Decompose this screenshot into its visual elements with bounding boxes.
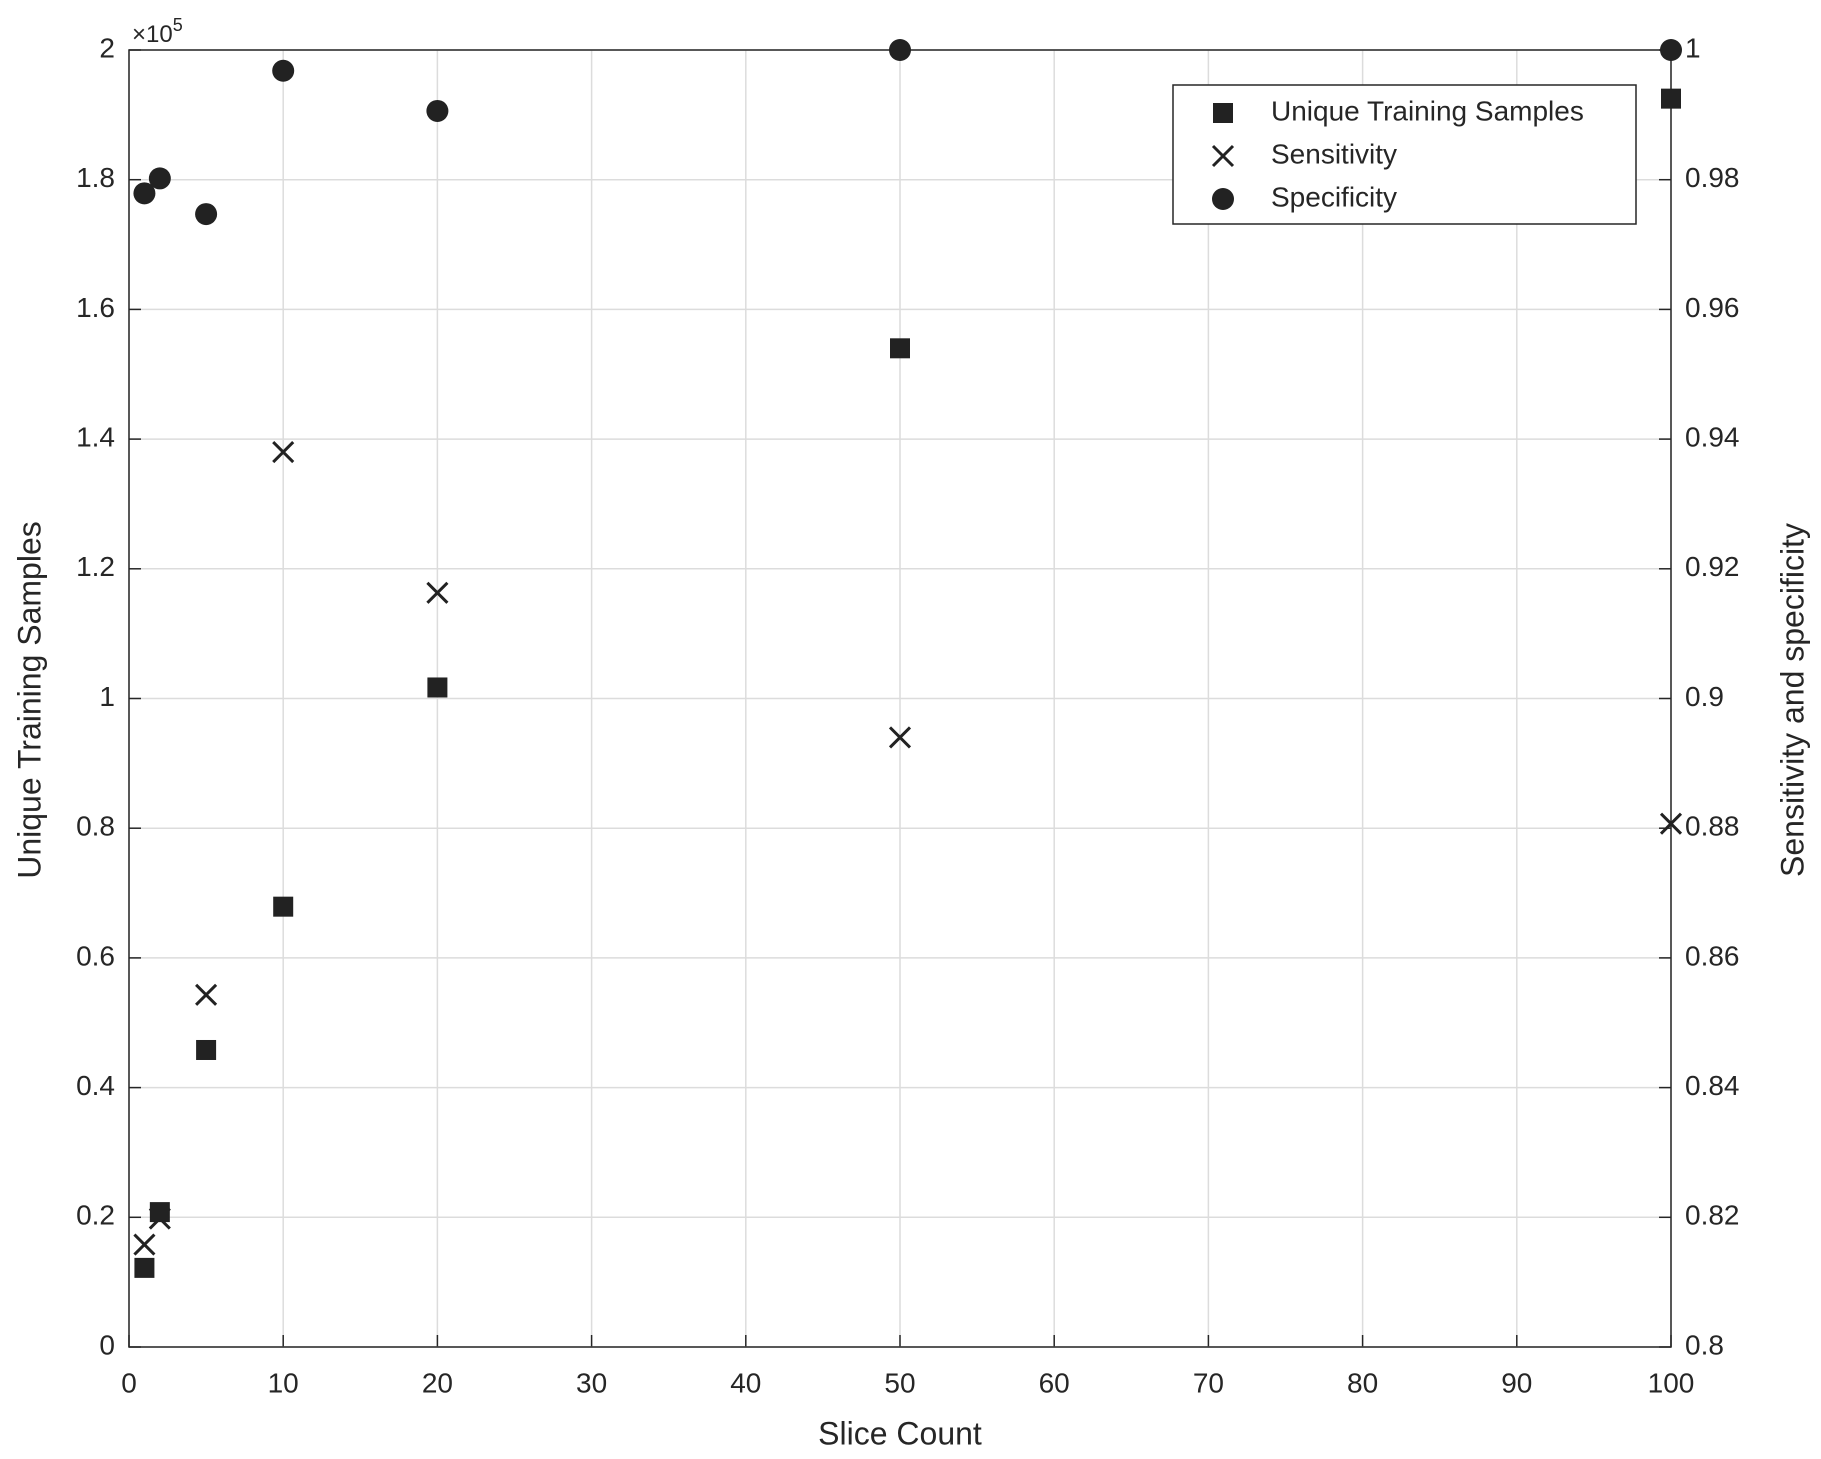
legend-box [1172,84,1637,225]
legend-label: Unique Training Samples [1271,95,1584,126]
y-exponent: ×105 [132,15,183,49]
circle-marker [272,59,295,82]
y-tick-label: 0 [99,1329,115,1360]
y-axis-label: Unique Training Samples [11,521,47,879]
x-marker [1659,812,1683,835]
exponent-power: 5 [173,15,183,35]
y2-tick-label: 0.98 [1685,162,1740,193]
x-tick-label: 60 [1039,1367,1070,1398]
x-marker [133,1233,156,1256]
square-marker [149,1202,170,1223]
y-tick-label: 0.4 [76,1070,115,1101]
x-marker [272,441,295,464]
y-tick-label: 1.6 [76,292,115,323]
y-tick-label: 0.6 [76,940,115,971]
y2-tick-label: 0.84 [1685,1070,1740,1101]
exponent-base: ×10 [132,21,173,48]
circle-marker [426,99,449,122]
y-tick-label: 2 [99,32,115,63]
x-tick-label: 40 [730,1367,761,1398]
x-tick-label: 70 [1193,1367,1224,1398]
x-tick-label: 20 [422,1367,453,1398]
x-tick-label: 30 [576,1367,607,1398]
x-tick-label: 0 [121,1367,137,1398]
y-tick-label: 1.2 [76,551,115,582]
legend-label: Specificity [1271,181,1397,212]
x-marker [888,726,912,749]
circle-marker [1660,39,1682,61]
legend-label: Sensitivity [1271,138,1397,169]
y-tick-label: 1.8 [76,162,115,193]
x-marker [148,1207,171,1230]
legend-marker [1211,144,1235,168]
x-tick-label: 90 [1501,1367,1532,1398]
legend-marker [1212,188,1234,210]
x-axis-label: Slice Count [818,1415,982,1451]
x-tick-label: 50 [884,1367,915,1398]
y-tick-label: 0.8 [76,811,115,842]
y2-tick-label: 0.86 [1685,940,1740,971]
y2-axis-label: Sensitivity and specificity [1774,523,1810,877]
square-marker [196,1039,217,1060]
circle-marker [148,167,171,190]
square-marker [427,677,448,698]
square-marker [1661,88,1681,109]
legend-marker [1213,103,1233,123]
y2-tick-label: 0.82 [1685,1200,1740,1231]
x-tick-label: 10 [268,1367,299,1398]
x-marker [426,581,449,604]
y2-tick-label: 0.9 [1685,681,1724,712]
x-tick-label: 100 [1648,1367,1695,1398]
circle-marker [889,39,911,61]
x-marker [195,983,218,1006]
square-marker [134,1257,155,1278]
y-tick-label: 1.4 [76,421,115,452]
circle-marker [133,182,156,205]
y2-tick-label: 0.88 [1685,811,1740,842]
y-tick-label: 1 [99,681,115,712]
circle-marker [195,203,218,226]
y2-tick-label: 1 [1685,32,1701,63]
y2-tick-label: 0.96 [1685,292,1740,323]
y2-tick-label: 0.8 [1685,1329,1724,1360]
square-marker [273,896,294,917]
y2-tick-label: 0.92 [1685,551,1740,582]
y-tick-label: 0.2 [76,1200,115,1231]
y2-tick-label: 0.94 [1685,421,1740,452]
square-marker [890,338,910,359]
x-tick-label: 80 [1347,1367,1378,1398]
